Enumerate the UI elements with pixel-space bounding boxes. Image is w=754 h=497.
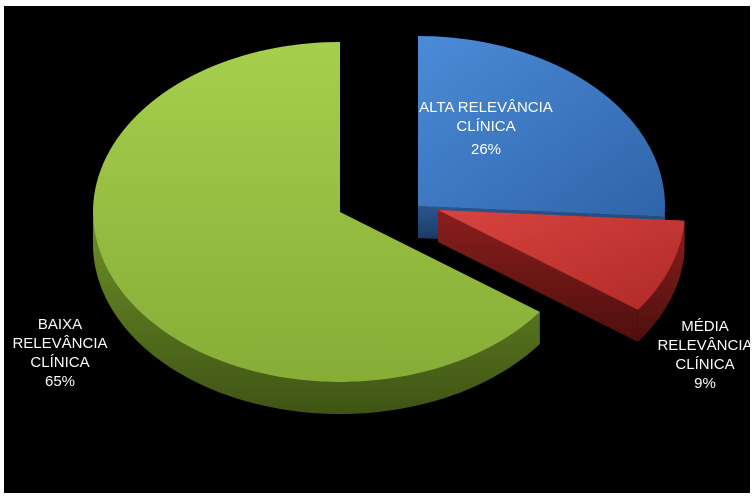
pie-slice-media-cut-face [438,210,638,342]
slice-label-baixa-pct: 65% [44,373,76,390]
pie-slice-alta-top [418,36,665,217]
pie-slice-media-top [438,210,685,310]
slice-label-media-line-3: CLÍNICA [675,356,735,373]
slice-label-media-line-1: MÉDIA [681,318,729,335]
slice-label-alta-line-2: CLÍNICA [456,118,516,135]
slice-label-media-line-2: RELEVÂNCIA [657,337,753,354]
slice-label-media-pct: 9% [694,375,716,392]
slice-label-alta: ALTA RELEVÂNCIA CLÍNICA 26% [414,98,558,159]
pie-slice-baixa [93,42,540,414]
slice-label-baixa: BAIXA RELEVÂNCIA CLÍNICA 65% [10,315,110,391]
pie-slice-media [438,210,685,342]
slice-label-baixa-line-1: BAIXA [37,316,83,333]
pie-slice-media-side [637,220,685,342]
slice-label-alta-pct: 26% [470,141,502,158]
slice-label-baixa-line-3: CLÍNICA [30,354,90,371]
pie-slice-baixa-top [93,42,540,382]
pie-slice-baixa-side [93,212,540,414]
slice-label-media: MÉDIA RELEVÂNCIA CLÍNICA 9% [655,317,754,393]
slice-label-alta-line-1: ALTA RELEVÂNCIA [419,99,553,116]
slice-label-baixa-line-2: RELEVÂNCIA [12,335,108,352]
